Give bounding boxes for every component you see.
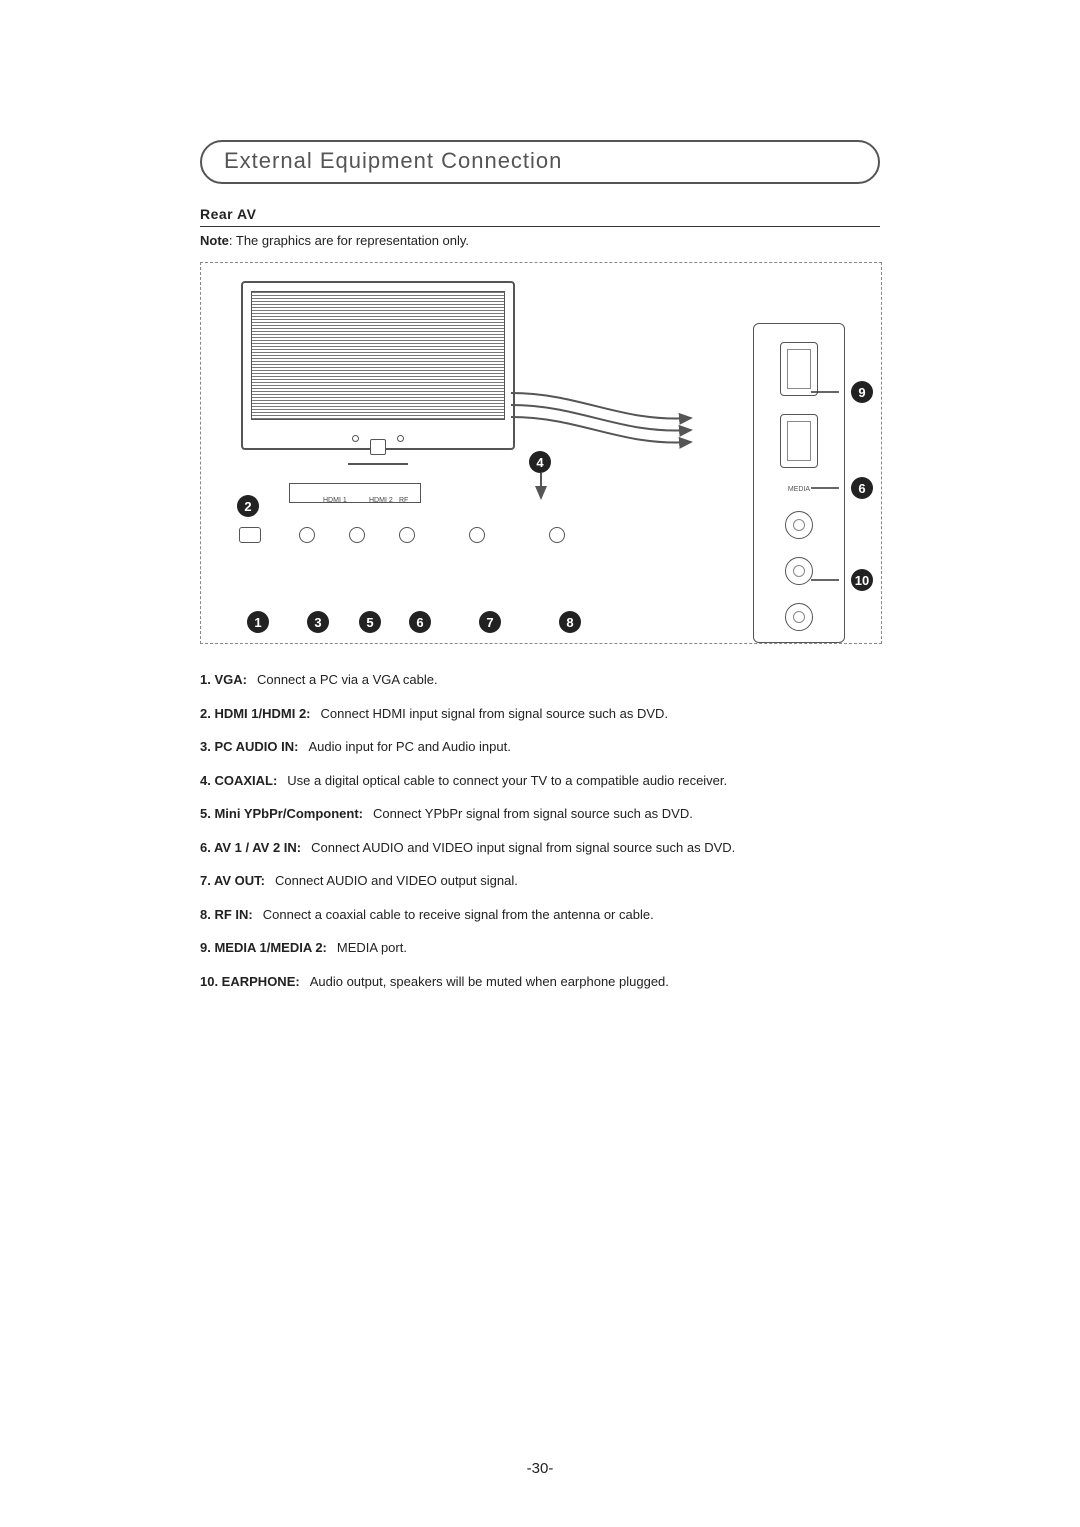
- def-item: 5. Mini YPbPr/Component: Connect YPbPr si…: [200, 804, 880, 824]
- badge-6: 6: [409, 611, 431, 633]
- def-term: 9. MEDIA 1/MEDIA 2:: [200, 938, 327, 958]
- def-desc: Connect AUDIO and VIDEO output signal.: [275, 871, 518, 891]
- def-term: 3. PC AUDIO IN:: [200, 737, 298, 757]
- side-usb-label: MEDIA: [788, 486, 810, 493]
- def-term: 6. AV 1 / AV 2 IN:: [200, 838, 301, 858]
- hdmi1-label: HDMI 1: [323, 497, 347, 504]
- connection-diagram: HDMI 1 HDMI 2 RF MEDIA 1 2 3 4 5 6 7 8 9…: [200, 262, 882, 644]
- def-term: 5. Mini YPbPr/Component:: [200, 804, 363, 824]
- def-item: 6. AV 1 / AV 2 IN: Connect AUDIO and VIDE…: [200, 838, 880, 858]
- def-desc: Connect YPbPr signal from signal source …: [373, 804, 693, 824]
- side-leader-lines: [811, 263, 851, 643]
- ypbpr-port: [349, 527, 365, 543]
- def-term: 2. HDMI 1/HDMI 2:: [200, 704, 311, 724]
- def-desc: Connect AUDIO and VIDEO input signal fro…: [311, 838, 735, 858]
- earphone-jack: [785, 603, 813, 631]
- badge-9: 9: [851, 381, 873, 403]
- badge-8: 8: [559, 611, 581, 633]
- av2-jack-2: [785, 557, 813, 585]
- def-term: 8. RF IN:: [200, 905, 253, 925]
- av-in-port: [399, 527, 415, 543]
- pc-audio-port: [299, 527, 315, 543]
- def-item: 9. MEDIA 1/MEDIA 2: MEDIA port.: [200, 938, 880, 958]
- av2-jack: [785, 511, 813, 539]
- def-term: 10. EARPHONE:: [200, 972, 300, 992]
- badge-10: 10: [851, 569, 873, 591]
- def-item: 2. HDMI 1/HDMI 2: Connect HDMI input sign…: [200, 704, 880, 724]
- tv-stand-drawing: [348, 447, 408, 465]
- note-body: : The graphics are for representation on…: [229, 233, 469, 248]
- def-desc: Audio input for PC and Audio input.: [308, 737, 510, 757]
- hdmi2-label: HDMI 2: [369, 497, 393, 504]
- vga-port: [239, 527, 261, 543]
- def-term: 1. VGA:: [200, 670, 247, 690]
- def-item: 7. AV OUT: Connect AUDIO and VIDEO output…: [200, 871, 880, 891]
- def-item: 8. RF IN: Connect a coaxial cable to rece…: [200, 905, 880, 925]
- def-desc: Connect a coaxial cable to receive signa…: [263, 905, 654, 925]
- tv-screen-drawing: [251, 291, 505, 420]
- port-row: HDMI 1 HDMI 2 RF: [239, 527, 639, 587]
- page-title: External Equipment Connection: [224, 148, 562, 173]
- def-desc: Audio output, speakers will be muted whe…: [310, 972, 669, 992]
- def-item: 3. PC AUDIO IN: Audio input for PC and Au…: [200, 737, 880, 757]
- def-desc: Connect a PC via a VGA cable.: [257, 670, 438, 690]
- note-line: Note: The graphics are for representatio…: [200, 233, 880, 248]
- def-term: 7. AV OUT:: [200, 871, 265, 891]
- badge-5: 5: [359, 611, 381, 633]
- av-out-port: [469, 527, 485, 543]
- note-prefix: Note: [200, 233, 229, 248]
- page-title-box: External Equipment Connection: [200, 140, 880, 184]
- def-desc: Use a digital optical cable to connect y…: [287, 771, 727, 791]
- rear-panel-drawing: HDMI 1 HDMI 2 RF: [239, 483, 639, 613]
- badge-4: 4: [529, 451, 551, 473]
- connector-definitions: 1. VGA: Connect a PC via a VGA cable. 2. …: [200, 670, 880, 991]
- badge-7: 7: [479, 611, 501, 633]
- page: External Equipment Connection Rear AV No…: [0, 0, 1080, 1527]
- def-term: 4. COAXIAL:: [200, 771, 277, 791]
- rf-port: [549, 527, 565, 543]
- badge-3: 3: [307, 611, 329, 633]
- badge-6b: 6: [851, 477, 873, 499]
- page-number: -30-: [0, 1460, 1080, 1477]
- tv-front-drawing: [241, 281, 515, 450]
- def-item: 4. COAXIAL: Use a digital optical cable t…: [200, 771, 880, 791]
- def-item: 10. EARPHONE: Audio output, speakers will…: [200, 972, 880, 992]
- badge-1: 1: [247, 611, 269, 633]
- badge-2: 2: [237, 495, 259, 517]
- def-desc: MEDIA port.: [337, 938, 407, 958]
- def-item: 1. VGA: Connect a PC via a VGA cable.: [200, 670, 880, 690]
- def-desc: Connect HDMI input signal from signal so…: [321, 704, 669, 724]
- rf-label: RF: [399, 497, 408, 504]
- section-header: Rear AV: [200, 206, 880, 227]
